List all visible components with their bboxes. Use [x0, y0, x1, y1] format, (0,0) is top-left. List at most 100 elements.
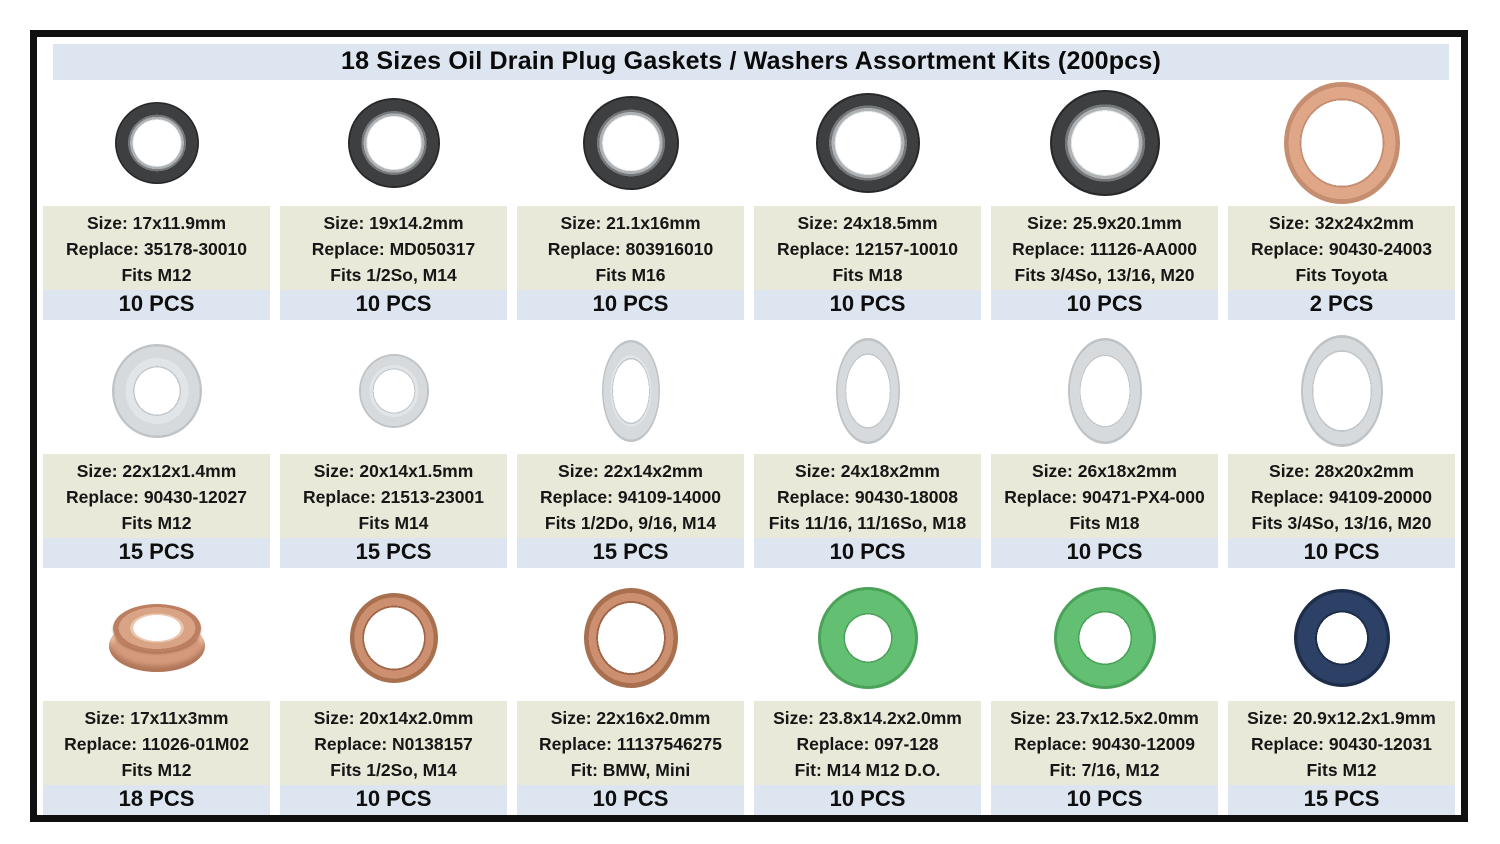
washer-photo-area [280, 327, 507, 454]
spec-fits: Fits M12 [121, 512, 192, 533]
spec-replace: Replace: 11026-01M02 [64, 734, 249, 754]
spec-fits: Fits 1/2Do, 9/16, M14 [544, 512, 717, 533]
spec-replace: Replace: 097-128 [796, 734, 939, 754]
spec-size: Size: 17x11.9mm [86, 213, 227, 233]
pcs-count: 10 PCS [1228, 537, 1455, 568]
spec-size: Size: 28x20x2mm [1269, 460, 1414, 481]
copper-washer-graphic [349, 593, 438, 683]
pcs-count: 15 PCS [517, 537, 744, 568]
spec-replace: Replace: 94109-20000 [1251, 486, 1432, 507]
spec-size: Size: 21.1x16mm [560, 213, 701, 233]
product-cell-15: Size: 22x16x2.0mm Replace: 11137546275 F… [517, 575, 744, 815]
gunmetal-washer-graphic [1049, 90, 1160, 196]
gunmetal-washer-graphic [114, 102, 199, 184]
spec-replace: Replace: 11126-AA000 [1012, 239, 1197, 259]
spec-size: Size: 23.8x14.2x2.0mm [773, 708, 962, 728]
navy-fiber-washer-graphic [1293, 589, 1390, 687]
spec-replace: Replace: 94109-14000 [540, 486, 721, 507]
spec-replace: Replace: 90430-12009 [1014, 734, 1195, 754]
spec-size: Size: 24x18.5mm [797, 213, 938, 233]
spec-replace: Replace: N0138157 [314, 734, 473, 754]
pcs-count: 10 PCS [280, 785, 507, 815]
spec-size: Size: 20x14x2.0mm [313, 708, 474, 728]
product-cell-7: Size: 22x12x1.4mm Replace: 90430-12027 F… [43, 327, 270, 568]
spec-fits: Fits M12 [121, 265, 192, 285]
washer-photo-area [280, 575, 507, 701]
washer-photo-area [754, 575, 981, 701]
pcs-count: 10 PCS [43, 290, 270, 320]
spec-size: Size: 20x14x1.5mm [313, 460, 474, 481]
washer-photo-area [280, 80, 507, 206]
spec-panel: Size: 32x24x2mm Replace: 90430-24003 Fit… [1228, 206, 1455, 290]
copper-washer-graphic [1283, 82, 1400, 204]
washer-photo-area [991, 327, 1218, 454]
bordered-panel: 18 Sizes Oil Drain Plug Gaskets / Washer… [30, 30, 1468, 822]
product-cell-16: Size: 23.8x14.2x2.0mm Replace: 097-128 F… [754, 575, 981, 815]
pcs-count: 10 PCS [991, 537, 1218, 568]
spec-fits: Fits M18 [832, 265, 903, 285]
spec-size: Size: 19x14.2mm [323, 213, 464, 233]
washer-photo-area [43, 575, 270, 701]
spec-panel: Size: 23.7x12.5x2.0mm Replace: 90430-120… [991, 701, 1218, 785]
product-cell-11: Size: 26x18x2mm Replace: 90471-PX4-000 F… [991, 327, 1218, 568]
spec-panel: Size: 26x18x2mm Replace: 90471-PX4-000 F… [991, 453, 1218, 538]
product-cell-8: Size: 20x14x1.5mm Replace: 21513-23001 F… [280, 327, 507, 568]
spec-size: Size: 22x12x1.4mm [76, 460, 237, 481]
pcs-count: 15 PCS [43, 537, 270, 568]
washer-photo-area [991, 80, 1218, 206]
spec-size: Size: 17x11x3mm [84, 708, 229, 728]
washer-photo-area [517, 80, 744, 206]
pcs-count: 10 PCS [517, 785, 744, 815]
product-cell-2: Size: 19x14.2mm Replace: MD050317 Fits 1… [280, 80, 507, 320]
spec-replace: Replace: 90430-18008 [777, 486, 958, 507]
washer-photo-area [1228, 327, 1455, 454]
washer-photo-area [517, 327, 744, 454]
spec-panel: Size: 22x14x2mm Replace: 94109-14000 Fit… [517, 453, 744, 538]
product-cell-17: Size: 23.7x12.5x2.0mm Replace: 90430-120… [991, 575, 1218, 815]
spec-fits: Fits M14 [358, 512, 429, 533]
product-cell-6: Size: 32x24x2mm Replace: 90430-24003 Fit… [1228, 80, 1455, 320]
pcs-count: 2 PCS [1228, 290, 1455, 320]
product-cell-13: Size: 17x11x3mm Replace: 11026-01M02 Fit… [43, 575, 270, 815]
spec-fits: Fits 1/2So, M14 [330, 265, 457, 285]
spec-panel: Size: 22x16x2.0mm Replace: 11137546275 F… [517, 701, 744, 785]
product-cell-10: Size: 24x18x2mm Replace: 90430-18008 Fit… [754, 327, 981, 568]
product-cell-1: Size: 17x11.9mm Replace: 35178-30010 Fit… [43, 80, 270, 320]
spec-fits: Fit: 7/16, M12 [1049, 760, 1160, 780]
spec-size: Size: 26x18x2mm [1032, 460, 1177, 481]
spec-fits: Fits M12 [121, 760, 192, 780]
spec-fits: Fit: BMW, Mini [570, 760, 691, 780]
spec-panel: Size: 28x20x2mm Replace: 94109-20000 Fit… [1228, 453, 1455, 538]
pcs-count: 15 PCS [1228, 785, 1455, 815]
spec-replace: Replace: MD050317 [311, 239, 476, 259]
gunmetal-washer-graphic [582, 96, 679, 190]
spec-fits: Fits M16 [595, 265, 666, 285]
spec-panel: Size: 24x18.5mm Replace: 12157-10010 Fit… [754, 206, 981, 290]
washer-photo-area [754, 80, 981, 206]
spec-replace: Replace: 12157-10010 [777, 239, 958, 259]
spec-panel: Size: 20.9x12.2x1.9mm Replace: 90430-120… [1228, 701, 1455, 785]
spec-size: Size: 20.9x12.2x1.9mm [1247, 708, 1436, 728]
spec-panel: Size: 20x14x2.0mm Replace: N0138157 Fits… [280, 701, 507, 785]
washer-photo-area [754, 327, 981, 454]
product-cell-5: Size: 25.9x20.1mm Replace: 11126-AA000 F… [991, 80, 1218, 320]
spec-panel: Size: 19x14.2mm Replace: MD050317 Fits 1… [280, 206, 507, 290]
spec-fits: Fits 3/4So, 13/16, M20 [1014, 265, 1195, 285]
product-cell-18: Size: 20.9x12.2x1.9mm Replace: 90430-120… [1228, 575, 1455, 815]
spec-size: Size: 23.7x12.5x2.0mm [1010, 708, 1199, 728]
page-title: 18 Sizes Oil Drain Plug Gaskets / Washer… [53, 44, 1449, 80]
product-cell-3: Size: 21.1x16mm Replace: 803916010 Fits … [517, 80, 744, 320]
spec-size: Size: 32x24x2mm [1269, 213, 1414, 233]
spec-panel: Size: 21.1x16mm Replace: 803916010 Fits … [517, 206, 744, 290]
spec-fits: Fits 3/4So, 13/16, M20 [1251, 512, 1432, 533]
copper-crush-washer-graphic [108, 604, 206, 672]
spec-panel: Size: 24x18x2mm Replace: 90430-18008 Fit… [754, 453, 981, 538]
spec-size: Size: 22x16x2.0mm [550, 708, 711, 728]
product-cell-9: Size: 22x14x2mm Replace: 94109-14000 Fit… [517, 327, 744, 568]
washer-photo-area [517, 575, 744, 701]
spec-replace: Replace: 90430-24003 [1251, 239, 1432, 259]
pcs-count: 10 PCS [517, 290, 744, 320]
green-fiber-washer-graphic [817, 587, 918, 689]
aluminum-washer-graphic [1067, 337, 1142, 444]
